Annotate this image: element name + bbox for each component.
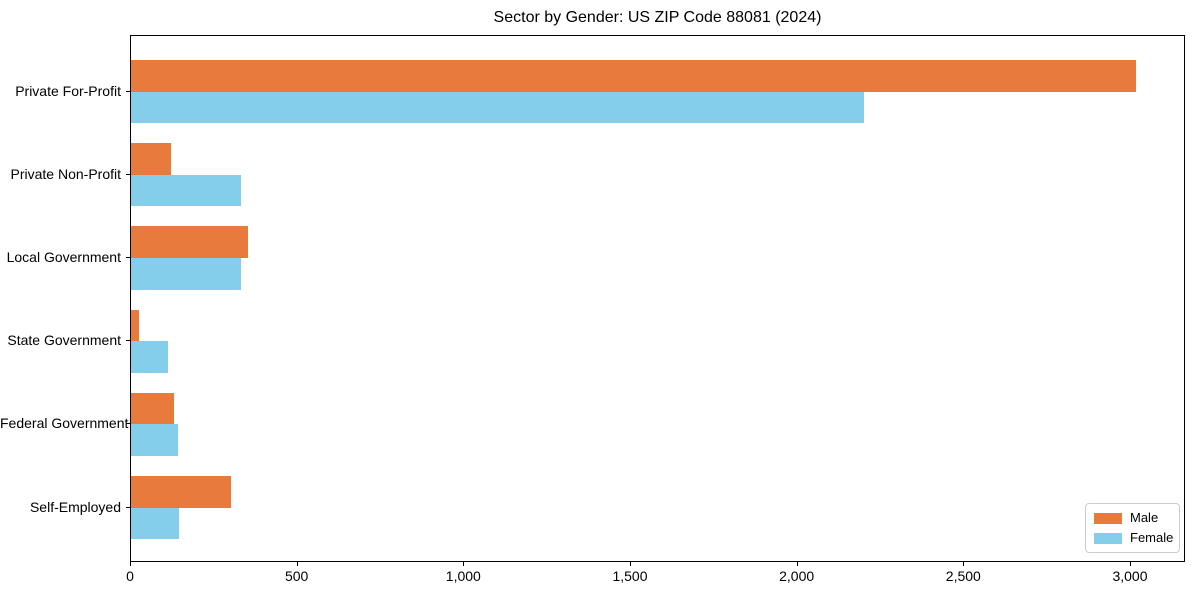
y-tick-label-3: State Government xyxy=(7,332,121,349)
bar-male-5 xyxy=(131,476,231,508)
y-tick-mark xyxy=(126,173,130,175)
bar-female-3 xyxy=(131,341,168,373)
legend-item-female: Female xyxy=(1094,530,1174,545)
bar-female-4 xyxy=(131,424,178,456)
bar-female-5 xyxy=(131,507,180,540)
x-tick-mark xyxy=(130,562,131,566)
y-tick-mark xyxy=(126,257,130,258)
legend-label-male: Male xyxy=(1130,510,1159,525)
legend-swatch-male xyxy=(1094,512,1122,524)
x-tick-label-0: 0 xyxy=(126,568,134,584)
bar-female-0 xyxy=(131,91,865,124)
y-tick-label-5: Self-Employed xyxy=(29,498,121,515)
x-tick-label-4: 2,000 xyxy=(779,568,815,584)
bar-male-3 xyxy=(131,309,140,342)
x-tick-mark xyxy=(963,562,965,566)
legend-swatch-female xyxy=(1094,532,1122,544)
x-tick-label-5: 2,500 xyxy=(945,568,981,584)
x-tick-mark xyxy=(463,562,465,566)
x-tick-label-6: 3,000 xyxy=(1112,568,1148,584)
bar-female-2 xyxy=(131,258,241,290)
y-tick-mark xyxy=(126,90,130,92)
legend: Male Female xyxy=(1085,503,1180,553)
x-tick-mark xyxy=(296,562,298,566)
bar-male-4 xyxy=(131,392,175,425)
x-tick-mark xyxy=(1130,562,1131,566)
x-tick-label-1: 500 xyxy=(284,568,309,584)
bar-male-2 xyxy=(131,226,248,258)
bar-male-0 xyxy=(131,60,1136,92)
chart-title: Sector by Gender: US ZIP Code 88081 (202… xyxy=(493,9,822,26)
y-tick-mark xyxy=(126,423,130,425)
x-tick-label-2: 1,000 xyxy=(445,568,481,584)
legend-label-female: Female xyxy=(1130,530,1174,545)
y-tick-label-4: Federal Government xyxy=(0,415,129,432)
y-tick-mark xyxy=(126,340,130,342)
y-tick-label-0: Private For-Profit xyxy=(15,82,121,99)
x-tick-mark xyxy=(796,562,798,566)
legend-item-male: Male xyxy=(1094,511,1171,525)
x-tick-mark xyxy=(630,562,631,566)
bar-male-1 xyxy=(131,143,171,175)
y-tick-label-1: Private Non-Profit xyxy=(10,165,121,182)
bar-female-1 xyxy=(131,174,241,207)
y-tick-label-2: Local Government xyxy=(6,249,121,265)
x-tick-label-3: 1,500 xyxy=(612,568,648,584)
plot-area xyxy=(130,35,1185,562)
y-tick-mark xyxy=(126,506,130,508)
